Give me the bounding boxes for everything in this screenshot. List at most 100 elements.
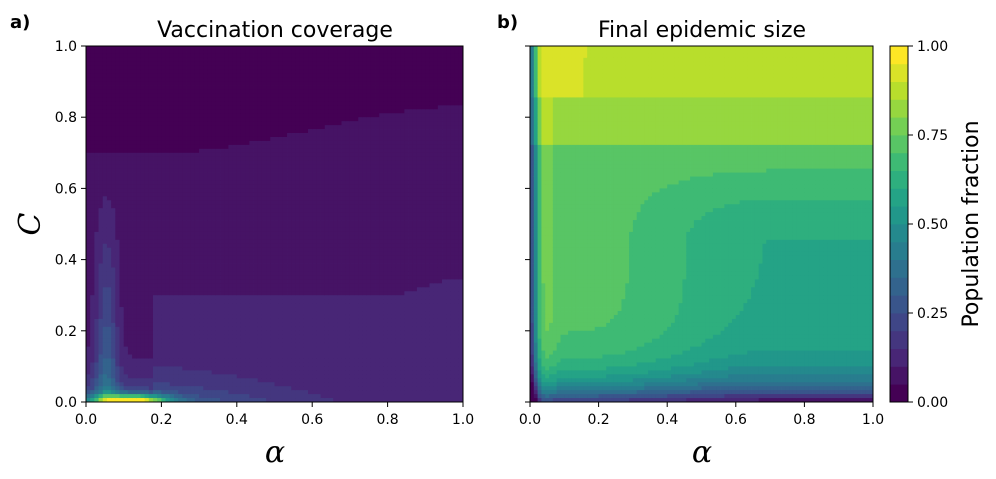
heatmap-cell (106, 117, 112, 122)
heatmap-cell (299, 338, 305, 344)
heatmap-cell (257, 105, 263, 110)
heatmap-cell (157, 121, 162, 126)
heatmap-cell (123, 65, 129, 71)
heatmap-cell (106, 307, 112, 312)
heatmap-cell (312, 109, 317, 114)
heatmap-cell (261, 255, 267, 260)
heatmap-cell (236, 311, 242, 316)
heatmap-cell (169, 362, 175, 367)
heatmap-cell (190, 227, 196, 233)
heatmap-cell (115, 326, 120, 332)
heatmap-cell (132, 314, 137, 320)
heatmap-cell (173, 200, 179, 205)
heatmap-cell (153, 255, 158, 260)
heatmap-cell (199, 152, 204, 158)
heatmap-cell (232, 263, 238, 268)
heatmap-cell (228, 398, 234, 403)
heatmap-cell (106, 314, 112, 320)
heatmap-cell (182, 53, 187, 59)
heatmap-cell (253, 354, 259, 359)
heatmap-cell (274, 255, 280, 260)
heatmap-cell (291, 196, 296, 201)
heatmap-cell (148, 267, 154, 272)
heatmap-cell (257, 394, 263, 399)
heatmap-cell (207, 259, 213, 264)
heatmap-cell (190, 121, 196, 126)
heatmap-cell (169, 378, 175, 383)
heatmap-cell (148, 61, 154, 67)
heatmap-cell (148, 235, 154, 241)
heatmap-cell (236, 326, 242, 332)
heatmap-cell (199, 247, 204, 253)
heatmap-cell (86, 156, 91, 162)
heatmap-cell (240, 394, 246, 399)
heatmap-cell (249, 330, 254, 336)
heatmap-cell (253, 192, 259, 197)
heatmap-cell (299, 224, 305, 229)
heatmap-cell (215, 85, 221, 90)
heatmap-cell (308, 362, 313, 367)
heatmap-cell (224, 89, 229, 94)
heatmap-cell (98, 314, 104, 320)
heatmap-cell (291, 354, 296, 359)
heatmap-cell (312, 346, 317, 351)
heatmap-cell (228, 212, 234, 217)
heatmap-cell (245, 263, 250, 268)
heatmap-cell (132, 318, 137, 324)
heatmap-cell (173, 140, 179, 146)
heatmap-cell (207, 334, 213, 340)
heatmap-cell (253, 208, 259, 213)
heatmap-cell (169, 314, 175, 320)
heatmap-cell (132, 184, 137, 189)
heatmap-cell (308, 303, 313, 308)
heatmap-cell (136, 366, 141, 371)
heatmap-cell (102, 326, 108, 332)
heatmap-cell (249, 53, 254, 59)
heatmap-cell (194, 97, 200, 102)
heatmap-cell (316, 57, 321, 63)
heatmap-cell (190, 129, 196, 134)
heatmap-cell (211, 390, 217, 395)
heatmap-cell (207, 318, 213, 324)
heatmap-cell (106, 322, 112, 328)
heatmap-cell (106, 374, 112, 379)
heatmap-cell (261, 382, 267, 387)
heatmap-cell (169, 53, 175, 59)
heatmap-cell (261, 136, 267, 142)
heatmap-cell (257, 133, 263, 138)
heatmap-cell (153, 101, 158, 106)
heatmap-cell (186, 243, 192, 249)
heatmap-cell (236, 318, 242, 324)
heatmap-cell (278, 291, 284, 296)
heatmap-cell (215, 144, 221, 150)
heatmap-cell (86, 354, 91, 359)
heatmap-cell (308, 192, 313, 197)
heatmap-cell (90, 136, 95, 142)
heatmap-cell (278, 81, 284, 86)
heatmap-cell (245, 121, 250, 126)
heatmap-cell (312, 307, 317, 312)
heatmap-cell (303, 172, 309, 177)
heatmap-cell (207, 235, 213, 241)
heatmap-cell (215, 291, 221, 296)
heatmap-cell (228, 227, 234, 233)
heatmap-cell (94, 156, 99, 162)
heatmap-cell (282, 113, 288, 118)
heatmap-cell (199, 208, 204, 213)
heatmap-cell (165, 204, 171, 209)
heatmap-cell (203, 295, 208, 300)
heatmap-cell (169, 291, 175, 296)
heatmap-cell (182, 69, 187, 75)
heatmap-cell (115, 77, 120, 82)
heatmap-cell (228, 311, 234, 316)
heatmap-cell (207, 263, 213, 268)
heatmap-cell (132, 350, 137, 355)
heatmap-cell (299, 374, 305, 379)
heatmap-cell (94, 125, 99, 130)
heatmap-cell (287, 208, 292, 213)
heatmap-cell (282, 89, 288, 94)
heatmap-cell (186, 220, 192, 225)
heatmap-cell (186, 291, 192, 296)
heatmap-cell (102, 129, 108, 134)
heatmap-cell (161, 121, 166, 126)
